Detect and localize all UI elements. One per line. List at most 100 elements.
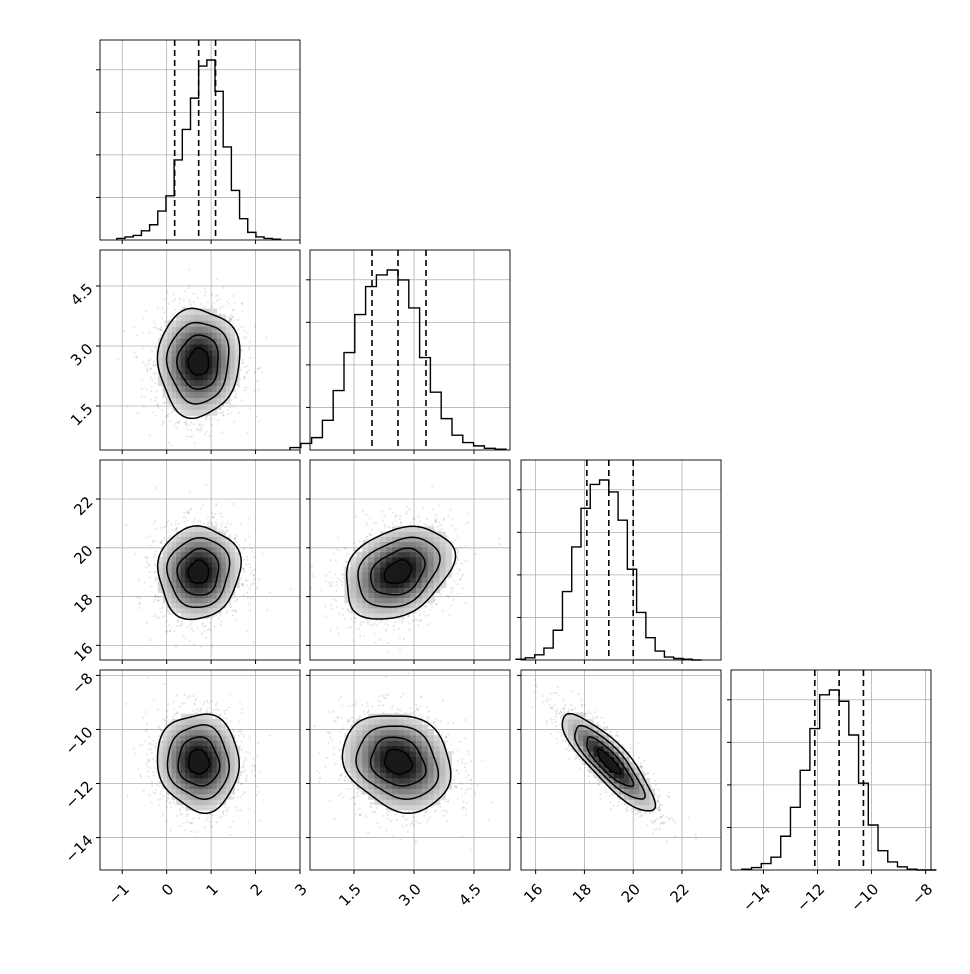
density-cell — [176, 603, 181, 608]
scatter-panel-0-1 — [100, 250, 300, 477]
density-cell — [181, 350, 186, 356]
density-cell — [190, 572, 195, 577]
density-cell — [172, 562, 177, 567]
scatter-point — [344, 618, 346, 620]
scatter-point — [221, 412, 223, 414]
density-cell — [172, 567, 177, 572]
density-cell — [190, 338, 195, 344]
density-cell — [172, 572, 177, 577]
scatter-point — [143, 406, 145, 408]
scatter-point — [168, 537, 170, 539]
scatter-point — [374, 622, 376, 624]
density-cell — [181, 547, 186, 552]
scatter-point — [248, 535, 250, 537]
scatter-point — [241, 303, 243, 305]
density-cell — [194, 531, 199, 536]
scatter-point — [237, 319, 239, 321]
density-cell — [212, 332, 217, 338]
density-cell — [190, 410, 195, 416]
scatter-point — [153, 372, 155, 374]
scatter-point — [256, 416, 258, 418]
scatter-point — [167, 407, 169, 409]
scatter-point — [149, 368, 151, 370]
scatter-point — [189, 491, 191, 493]
scatter-point — [249, 603, 251, 605]
scatter-point — [235, 600, 237, 602]
scatter-point — [219, 614, 221, 616]
density-cell — [221, 598, 226, 603]
density-cell — [203, 542, 208, 547]
density-cell — [176, 398, 181, 404]
density-cell — [190, 613, 195, 618]
scatter-point — [138, 597, 140, 599]
scatter-point — [206, 431, 208, 433]
scatter-point — [457, 583, 459, 585]
scatter-point — [156, 390, 158, 392]
density-cell — [217, 380, 222, 386]
density-cell — [217, 374, 222, 380]
density-cell — [217, 332, 222, 338]
density-cell — [181, 386, 186, 392]
scatter-point — [335, 559, 337, 561]
density-cell — [194, 392, 199, 398]
scatter-point — [189, 623, 191, 625]
scatter-point — [181, 620, 183, 622]
scatter-point — [231, 316, 233, 318]
density-cell — [199, 552, 204, 557]
density-cell — [181, 404, 186, 410]
density-cell — [185, 332, 190, 338]
density-cell — [221, 552, 226, 557]
density-cell — [212, 309, 217, 315]
scatter-point — [134, 553, 136, 555]
density-cell — [185, 598, 190, 603]
scatter-point — [135, 356, 137, 358]
density-cell — [181, 608, 186, 613]
density-cell — [185, 557, 190, 562]
density-cell — [217, 582, 222, 587]
density-cell — [190, 557, 195, 562]
scatter-point — [201, 632, 203, 634]
scatter-point — [464, 560, 466, 562]
scatter-point — [157, 328, 159, 330]
scatter-point — [136, 596, 138, 598]
density-cell — [194, 314, 199, 320]
density-cell — [194, 320, 199, 326]
scatter-point — [184, 638, 186, 640]
scatter-point — [137, 412, 139, 414]
scatter-point — [167, 610, 169, 612]
scatter-point — [211, 305, 213, 307]
density-cell — [181, 572, 186, 577]
scatter-point — [261, 371, 263, 373]
density-cell — [190, 314, 195, 320]
density-cell — [194, 577, 199, 582]
scatter-point — [246, 559, 248, 561]
scatter-point — [158, 616, 160, 618]
scatter-point — [376, 624, 378, 626]
density-cell — [212, 362, 217, 368]
scatter-point — [186, 519, 188, 521]
scatter-point — [201, 429, 203, 431]
scatter-point — [228, 316, 230, 318]
density-cell — [172, 320, 177, 326]
density-cell — [208, 404, 213, 410]
density-cell — [199, 356, 204, 362]
scatter-point — [157, 599, 159, 601]
density-cell — [203, 598, 208, 603]
scatter-point — [146, 371, 148, 373]
density-cell — [181, 356, 186, 362]
scatter-point — [136, 334, 138, 336]
scatter-point — [154, 613, 156, 615]
scatter-point — [229, 534, 231, 536]
density-cell — [230, 332, 235, 338]
density-cell — [190, 380, 195, 386]
scatter-point — [343, 565, 345, 567]
scatter-point — [359, 635, 361, 637]
scatter-point — [158, 407, 160, 409]
scatter-point — [207, 301, 209, 303]
density-cell — [158, 562, 163, 567]
scatter-point — [145, 364, 147, 366]
panel-content — [308, 460, 510, 660]
scatter-point — [368, 620, 370, 622]
scatter-point — [244, 539, 246, 541]
density-cell — [221, 350, 226, 356]
